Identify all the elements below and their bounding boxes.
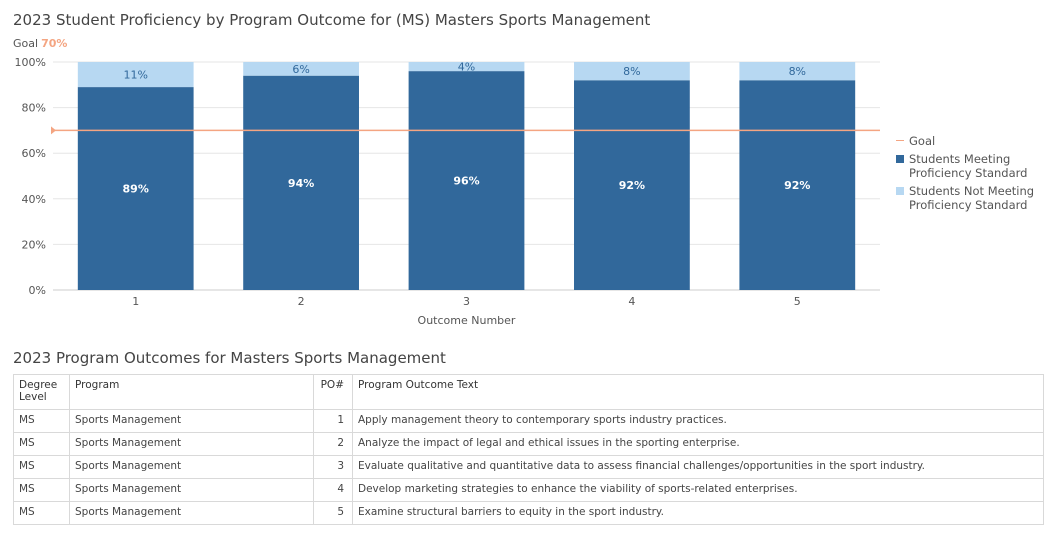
header-outcome-text[interactable]: Program Outcome Text: [352, 374, 1044, 410]
chart-legend: Goal Students Meeting Proficiency Standa…: [896, 134, 1053, 216]
cell-outcome-text: Analyze the impact of legal and ethical …: [352, 432, 1044, 456]
legend-item-not-meeting[interactable]: Students Not Meeting Proficiency Standar…: [896, 184, 1053, 212]
table-header-row: Degree Level Program PO# Program Outcome…: [13, 374, 1044, 410]
goal-marker-icon: [51, 126, 56, 135]
goal-caption-label: Goal: [13, 37, 39, 50]
legend-meeting-swatch: [896, 155, 904, 163]
header-program[interactable]: Program: [69, 374, 314, 410]
bar-meeting: [408, 71, 525, 291]
bar-not-meeting: [77, 62, 194, 88]
data-label-meeting: 92%: [784, 179, 810, 192]
legend-item-meeting[interactable]: Students Meeting Proficiency Standard: [896, 152, 1053, 180]
bar-not-meeting: [574, 62, 690, 81]
cell-po-number: 4: [313, 478, 353, 502]
header-po-number[interactable]: PO#: [313, 374, 353, 410]
cell-degree-level: MS: [13, 455, 70, 479]
legend-not-meeting-swatch: [896, 187, 904, 195]
goal-caption-value: 70%: [41, 37, 68, 50]
data-label-not-meeting: 8%: [623, 65, 640, 78]
cell-program: Sports Management: [69, 455, 314, 479]
table-row: MS Sports Management 3 Evaluate qualitative…: [13, 455, 1044, 479]
y-tick-label: 100%: [15, 56, 46, 69]
cell-program: Sports Management: [69, 432, 314, 456]
legend-meeting-label: Students Meeting Proficiency Standard: [909, 152, 1028, 180]
table-row: MS Sports Management 1 Apply management the…: [13, 409, 1044, 433]
legend-goal-label: Goal: [909, 134, 936, 148]
data-label-not-meeting: 8%: [789, 65, 806, 78]
bar-not-meeting: [243, 62, 359, 76]
data-label-meeting: 89%: [123, 183, 149, 196]
chart-title: 2023 Student Proficiency by Program Outc…: [13, 11, 651, 29]
legend-goal-swatch: [896, 140, 904, 141]
header-degree-level[interactable]: Degree Level: [13, 374, 70, 410]
y-tick-label: 0%: [29, 284, 46, 297]
cell-degree-level: MS: [13, 478, 70, 502]
cell-program: Sports Management: [69, 501, 314, 525]
cell-outcome-text: Evaluate qualitative and quantitative da…: [352, 455, 1044, 479]
x-tick-label: 1: [132, 295, 139, 308]
bar-meeting: [574, 80, 690, 291]
bar-meeting: [739, 80, 856, 291]
legend-not-meeting-label: Students Not Meeting Proficiency Standar…: [909, 184, 1035, 212]
data-label-meeting: 96%: [453, 175, 479, 188]
cell-degree-level: MS: [13, 409, 70, 433]
bar-meeting: [243, 75, 359, 291]
data-label-meeting: 94%: [288, 177, 314, 190]
cell-program: Sports Management: [69, 478, 314, 502]
x-tick-label: 3: [463, 295, 470, 308]
goal-caption: Goal 70%: [13, 37, 67, 50]
cell-outcome-text: Develop marketing strategies to enhance …: [352, 478, 1044, 502]
bar-not-meeting: [408, 62, 525, 72]
bar-not-meeting: [739, 62, 856, 81]
y-tick-label: 40%: [22, 193, 46, 206]
cell-outcome-text: Examine structural barriers to equity in…: [352, 501, 1044, 525]
cell-degree-level: MS: [13, 432, 70, 456]
proficiency-chart: 0% 20% 40% 60% 80% 100% 89% 11% 1 94% 6% 2 96% 4% 3 92%…: [15, 56, 880, 327]
x-tick-label: 4: [628, 295, 635, 308]
y-tick-label: 60%: [22, 147, 46, 160]
table-row: MS Sports Management 4 Develop marketing st…: [13, 478, 1044, 502]
table-row: MS Sports Management 2 Analyze the impact o…: [13, 432, 1044, 456]
data-label-meeting: 92%: [619, 179, 645, 192]
table-title: 2023 Program Outcomes for Masters Sports…: [13, 349, 446, 367]
data-label-not-meeting: 6%: [292, 63, 309, 76]
data-label-not-meeting: 11%: [123, 69, 147, 82]
x-axis-label: Outcome Number: [418, 314, 516, 327]
table-row: MS Sports Management 5 Examine structural b…: [13, 501, 1044, 525]
bar-meeting: [77, 87, 194, 290]
x-tick-label: 5: [794, 295, 801, 308]
y-tick-label: 80%: [22, 102, 46, 115]
cell-program: Sports Management: [69, 409, 314, 433]
cell-outcome-text: Apply management theory to contemporary …: [352, 409, 1044, 433]
data-label-not-meeting: 4%: [458, 61, 475, 74]
y-tick-label: 20%: [22, 238, 46, 251]
program-outcomes-table: Degree Level Program PO# Program Outcome…: [13, 374, 1044, 525]
cell-po-number: 1: [313, 409, 353, 433]
cell-po-number: 5: [313, 501, 353, 525]
x-tick-label: 2: [298, 295, 305, 308]
legend-item-goal[interactable]: Goal: [896, 134, 1053, 148]
cell-po-number: 2: [313, 432, 353, 456]
cell-po-number: 3: [313, 455, 353, 479]
cell-degree-level: MS: [13, 501, 70, 525]
